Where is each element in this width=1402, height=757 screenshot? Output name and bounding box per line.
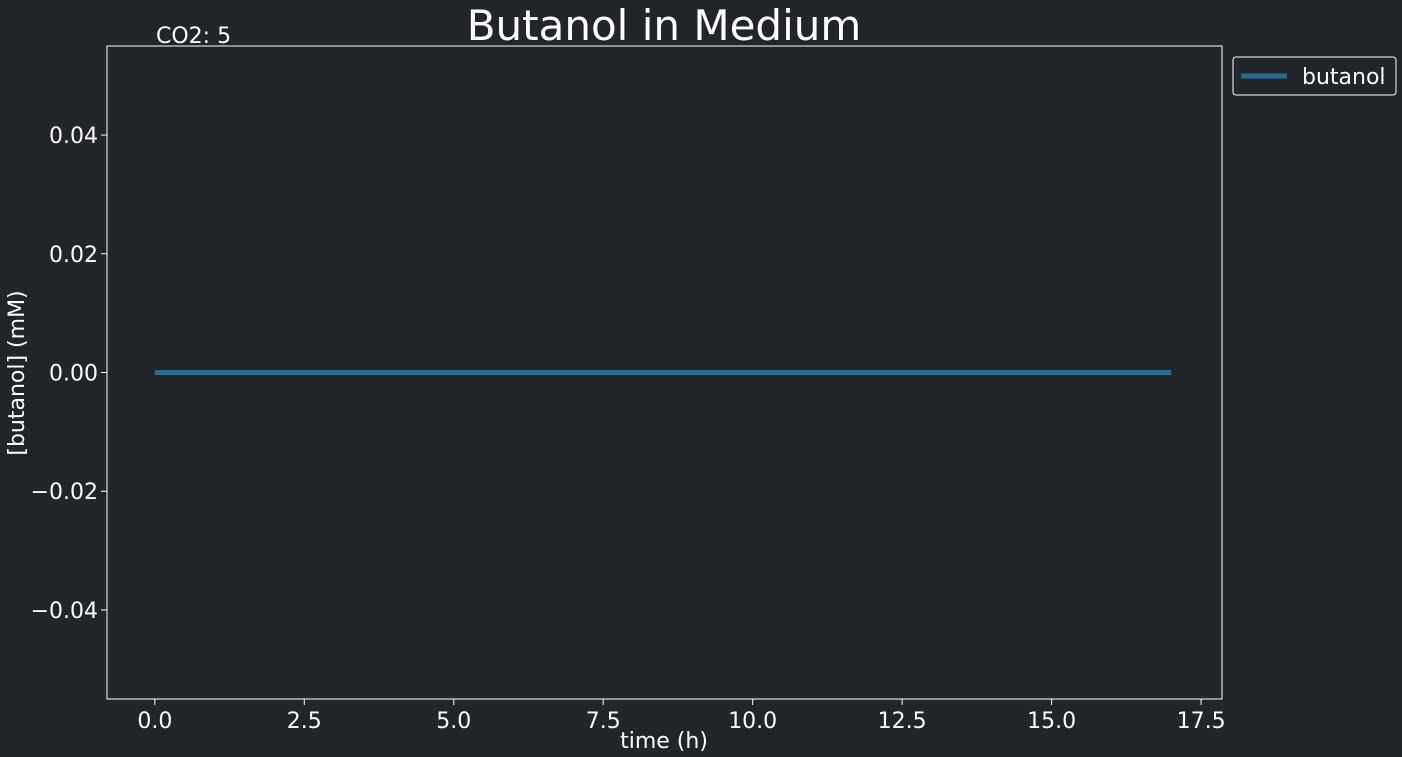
y-tick-label: 0.02 bbox=[49, 243, 98, 268]
y-axis-label: [butanol] (mM) bbox=[5, 290, 30, 455]
y-tick-label: −0.02 bbox=[31, 480, 98, 505]
x-tick-label: 12.5 bbox=[878, 709, 927, 734]
x-axis-ticks: 0.0 2.5 5.0 7.5 10.0 12.5 15.0 17.5 bbox=[137, 699, 1226, 734]
x-tick-label: 2.5 bbox=[287, 709, 322, 734]
co2-annotation: CO2: 5 bbox=[156, 24, 231, 49]
legend-label-butanol: butanol bbox=[1302, 65, 1386, 90]
x-tick-label: 17.5 bbox=[1177, 709, 1226, 734]
legend: butanol bbox=[1232, 56, 1397, 96]
chart-title: Butanol in Medium bbox=[467, 1, 862, 50]
x-tick-label: 15.0 bbox=[1027, 709, 1076, 734]
x-tick-label: 0.0 bbox=[137, 709, 172, 734]
y-tick-label: 0.00 bbox=[49, 362, 98, 387]
y-tick-label: −0.04 bbox=[31, 599, 98, 624]
x-tick-label: 7.5 bbox=[586, 709, 621, 734]
legend-frame bbox=[1232, 56, 1397, 96]
x-axis-label: time (h) bbox=[620, 729, 708, 754]
y-axis-ticks: −0.04 −0.02 0.00 0.02 0.04 bbox=[31, 124, 107, 624]
x-tick-label: 5.0 bbox=[436, 709, 471, 734]
x-tick-label: 10.0 bbox=[728, 709, 777, 734]
y-tick-label: 0.04 bbox=[49, 124, 98, 149]
